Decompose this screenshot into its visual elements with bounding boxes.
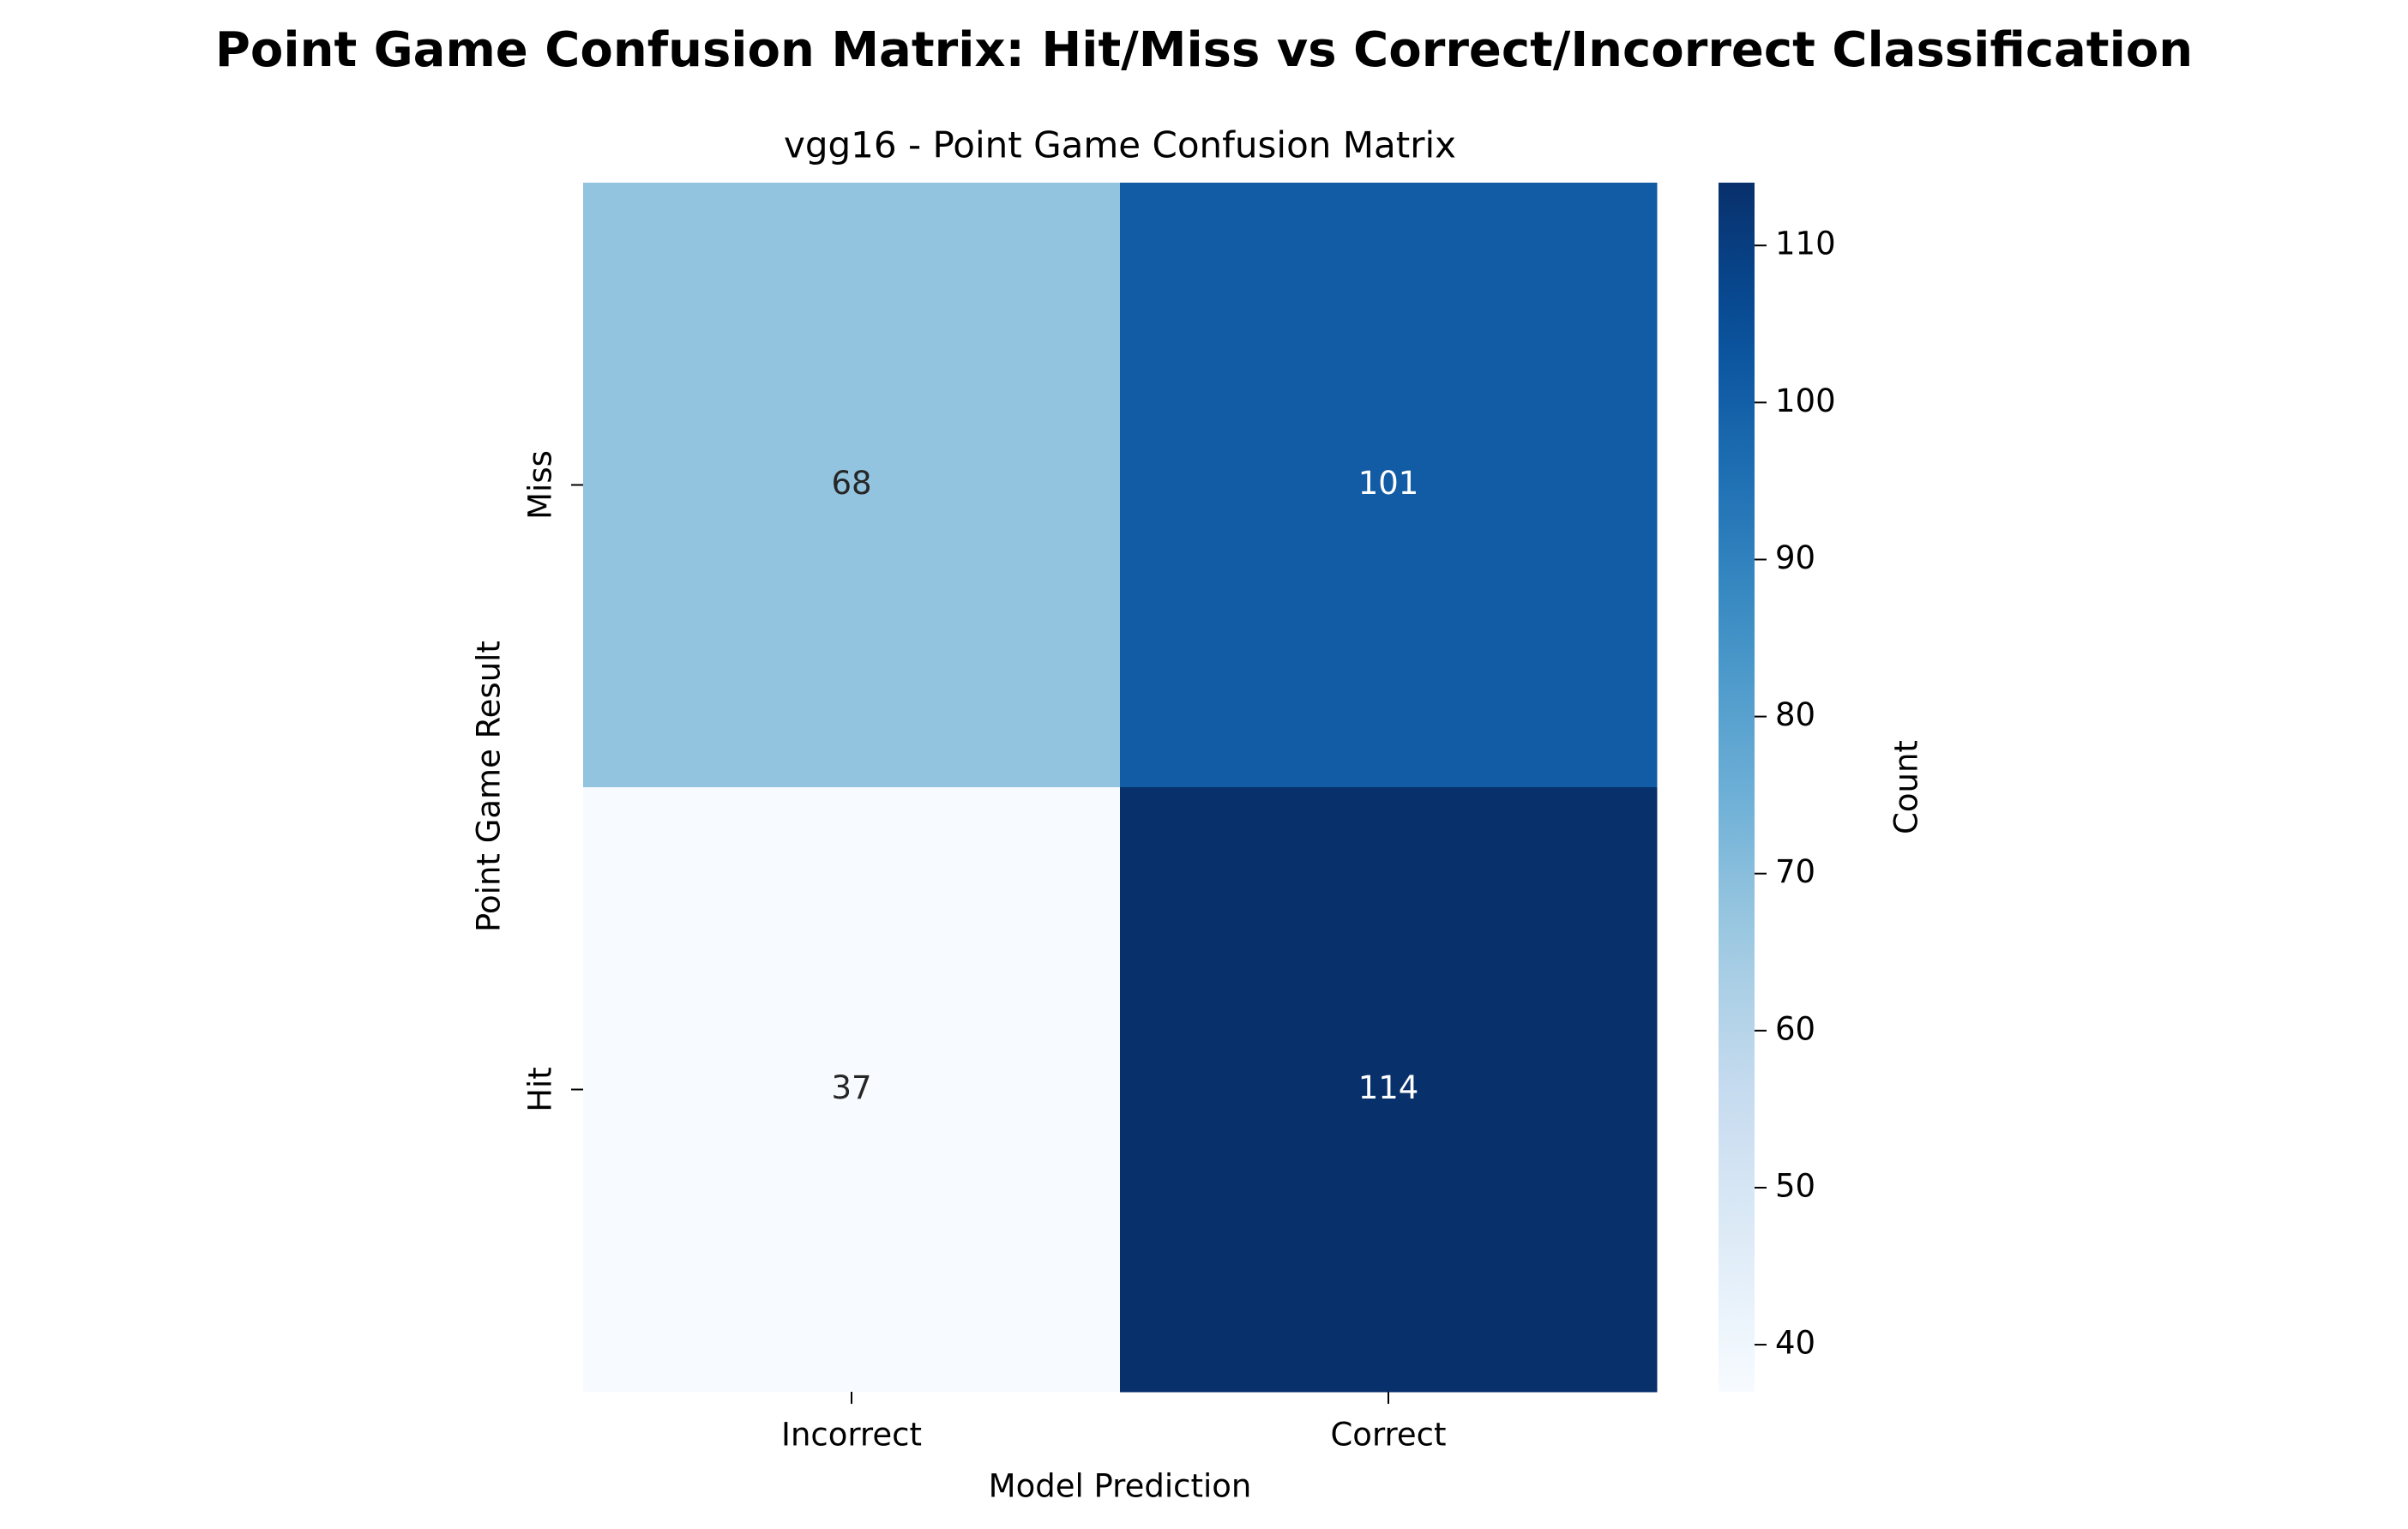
colorbar-tick-label: 110 bbox=[1775, 226, 1836, 262]
y-axis: Miss Hit bbox=[522, 450, 583, 1112]
colorbar-tick-label: 40 bbox=[1775, 1325, 1815, 1362]
colorbar-label: Count bbox=[1888, 740, 1925, 834]
colorbar-tick-label: 50 bbox=[1775, 1167, 1815, 1204]
heatmap-cell bbox=[583, 183, 1121, 788]
x-axis: Incorrect Correct bbox=[781, 1392, 1447, 1454]
y-tick-label: Miss bbox=[522, 450, 559, 520]
chart-title: vgg16 - Point Game Confusion Matrix bbox=[784, 124, 1456, 166]
x-tick-label: Correct bbox=[1330, 1417, 1446, 1454]
heatmap-cell-labels: 68 101 37 114 bbox=[831, 465, 1418, 1106]
cell-value-label: 114 bbox=[1358, 1069, 1419, 1106]
cell-value-label: 68 bbox=[831, 465, 871, 502]
y-axis-label: Point Game Result bbox=[471, 641, 508, 932]
cell-value-label: 101 bbox=[1358, 465, 1419, 502]
colorbar-tick-label: 70 bbox=[1775, 853, 1815, 890]
figure-suptitle: Point Game Confusion Matrix: Hit/Miss vs… bbox=[215, 22, 2193, 78]
colorbar-tick-label: 60 bbox=[1775, 1010, 1815, 1047]
colorbar: 40 50 60 70 80 90 100 110 Count bbox=[1719, 183, 1925, 1392]
colorbar-tick-label: 100 bbox=[1775, 382, 1836, 419]
colorbar-tick-label: 80 bbox=[1775, 696, 1815, 733]
x-tick-label: Incorrect bbox=[781, 1417, 922, 1454]
colorbar-gradient bbox=[1719, 183, 1755, 1392]
heatmap-cells bbox=[583, 183, 1658, 1393]
heatmap-cell bbox=[583, 787, 1121, 1393]
colorbar-ticks: 40 50 60 70 80 90 100 110 bbox=[1755, 226, 1836, 1362]
cell-value-label: 37 bbox=[831, 1069, 871, 1106]
y-tick-label: Hit bbox=[522, 1067, 559, 1112]
colorbar-tick-label: 90 bbox=[1775, 539, 1815, 576]
x-axis-label: Model Prediction bbox=[989, 1468, 1252, 1505]
heatmap-cell bbox=[1120, 787, 1658, 1393]
heatmap-cell bbox=[1120, 183, 1658, 788]
